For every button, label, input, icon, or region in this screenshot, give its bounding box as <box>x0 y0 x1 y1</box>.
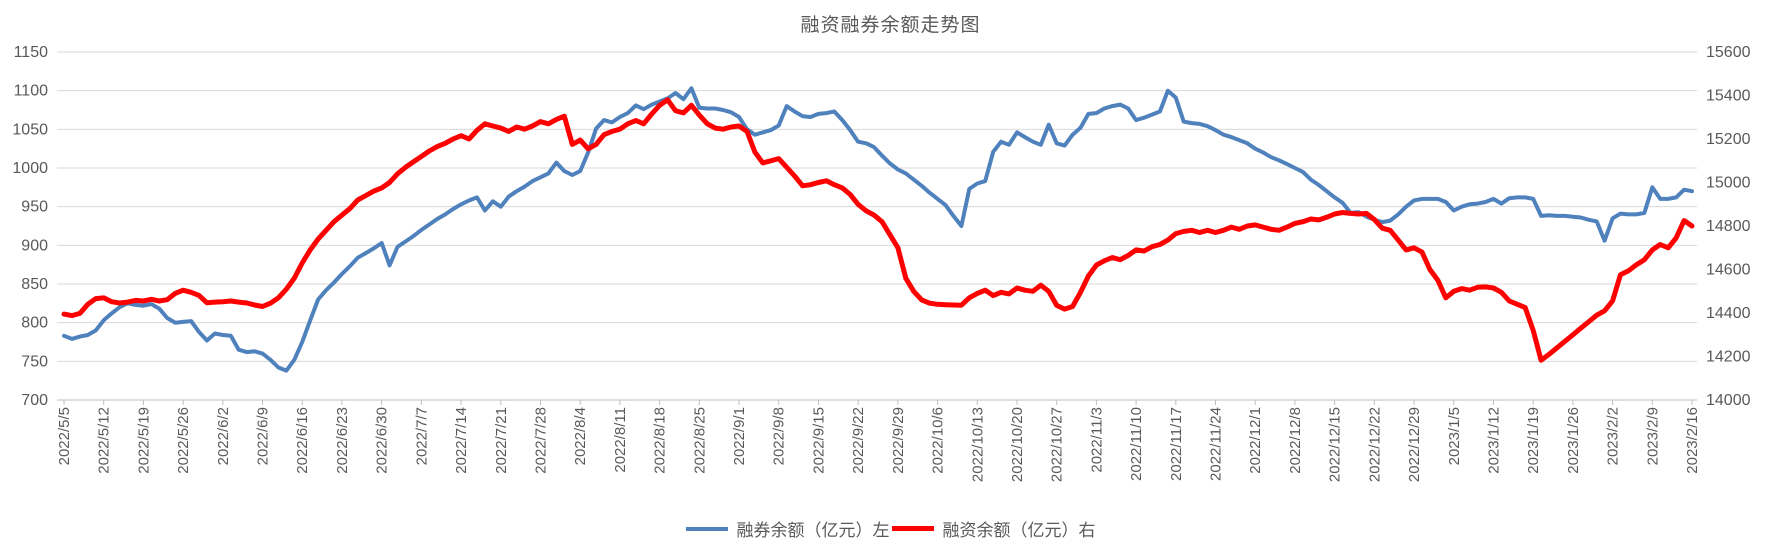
y-axis-label-right: 14200 <box>1706 349 1751 366</box>
x-axis-label: 2022/5/12 <box>96 407 113 474</box>
y-axis-label-right: 14800 <box>1706 218 1751 235</box>
x-axis-label: 2023/2/9 <box>1644 407 1661 465</box>
y-axis-label-right: 15200 <box>1706 131 1751 148</box>
x-axis-label: 2022/7/7 <box>413 407 430 465</box>
x-axis-label: 2022/5/5 <box>56 407 73 465</box>
x-axis-label: 2022/5/26 <box>175 407 192 474</box>
x-axis-label: 2022/12/22 <box>1366 407 1383 482</box>
x-axis-label: 2022/7/28 <box>532 407 549 474</box>
x-axis-label: 2022/11/3 <box>1088 407 1105 473</box>
y-axis-label-left: 1050 <box>12 121 48 138</box>
x-axis-label: 2022/11/17 <box>1168 407 1185 481</box>
y-axis-label-left: 1150 <box>14 44 49 61</box>
chart-title: 融资融券余额走势图 <box>800 15 981 36</box>
y-axis-label-right: 15400 <box>1706 88 1751 105</box>
x-axis-label: 2022/11/10 <box>1128 407 1145 481</box>
x-axis-label: 2022/12/15 <box>1327 407 1344 482</box>
x-axis-label: 2022/6/16 <box>294 407 311 474</box>
x-axis-label: 2023/1/26 <box>1565 407 1582 474</box>
blue-line-swatch-icon <box>685 526 728 531</box>
x-axis-label: 2022/8/25 <box>691 407 708 474</box>
x-axis-label: 2023/2/2 <box>1605 407 1622 465</box>
y-axis-label-right: 14000 <box>1706 392 1751 409</box>
legend-label-rongquan: 融券余额（亿元）左 <box>736 521 890 540</box>
x-axis-label: 2022/8/4 <box>572 407 589 465</box>
x-axis-label: 2022/9/22 <box>850 407 867 474</box>
x-axis-label: 2022/9/15 <box>810 407 827 474</box>
x-axis-label: 2022/8/18 <box>652 407 669 474</box>
x-axis-label: 2022/10/6 <box>930 407 947 474</box>
x-axis-label: 2022/6/30 <box>374 407 391 474</box>
x-axis-label: 2022/12/29 <box>1406 407 1423 482</box>
red-line-swatch-icon <box>891 526 934 531</box>
y-axis-label-left: 850 <box>21 276 48 293</box>
x-axis-label: 2022/11/24 <box>1208 407 1225 481</box>
chart-legend: 融券余额（亿元）左 融资余额（亿元）右 <box>0 516 1781 541</box>
series-line-rongquan <box>62 86 1694 373</box>
x-axis-label: 2022/6/2 <box>215 407 232 465</box>
x-axis-label: 2022/12/8 <box>1287 407 1304 474</box>
x-axis-label: 2022/8/11 <box>612 407 629 473</box>
x-axis-label: 2023/1/19 <box>1525 407 1542 474</box>
series-line-rongzi <box>61 97 1695 363</box>
y-axis-label-right: 14400 <box>1706 305 1751 322</box>
x-axis-label: 2023/1/12 <box>1485 407 1502 474</box>
y-axis-label-left: 1000 <box>12 160 48 177</box>
x-axis-label: 2023/2/16 <box>1684 407 1701 474</box>
y-axis-label-right: 15000 <box>1706 175 1751 192</box>
x-axis-label: 2022/12/1 <box>1247 407 1264 474</box>
x-axis-label: 2022/5/19 <box>135 407 152 474</box>
legend-label-rongzi: 融资余额（亿元）右 <box>942 521 1096 540</box>
x-axis-label: 2022/10/27 <box>1049 407 1066 482</box>
y-axis-label-left: 1100 <box>14 83 49 100</box>
x-axis-label: 2022/6/9 <box>255 407 272 465</box>
y-axis-label-left: 950 <box>21 199 48 216</box>
legend-item-rongquan: 融券余额（亿元）左 <box>685 516 890 541</box>
x-axis-label: 2023/1/5 <box>1446 407 1463 465</box>
y-axis-label-left: 700 <box>21 392 48 409</box>
legend-item-rongzi: 融资余额（亿元）右 <box>891 516 1096 541</box>
y-axis-label-left: 750 <box>21 353 48 370</box>
x-axis-label: 2022/7/21 <box>493 407 510 474</box>
x-axis-label: 2022/9/29 <box>890 407 907 474</box>
y-axis-label-left: 900 <box>21 237 48 254</box>
x-axis-label: 2022/10/13 <box>969 407 986 482</box>
y-axis-label-right: 15600 <box>1706 44 1751 61</box>
x-axis-label: 2022/7/14 <box>453 407 470 474</box>
x-axis-label: 2022/6/23 <box>334 407 351 474</box>
x-axis-label: 2022/10/20 <box>1009 407 1026 482</box>
x-axis-label: 2022/9/8 <box>771 407 788 465</box>
y-axis-label-left: 800 <box>21 315 48 332</box>
x-axis-label: 2022/9/1 <box>731 407 748 465</box>
y-axis-label-right: 14600 <box>1706 262 1751 279</box>
